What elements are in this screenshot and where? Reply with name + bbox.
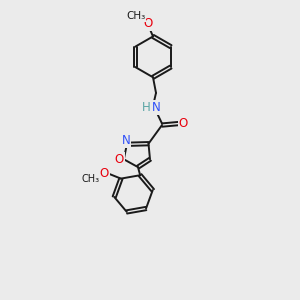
Text: H: H [141,101,150,114]
Text: O: O [115,153,124,166]
Text: CH₃: CH₃ [81,174,99,184]
Text: CH₃: CH₃ [126,11,145,21]
Text: O: O [143,17,152,30]
Text: O: O [178,117,188,130]
Text: N: N [152,101,160,114]
Text: N: N [122,134,130,147]
Text: O: O [100,167,109,180]
